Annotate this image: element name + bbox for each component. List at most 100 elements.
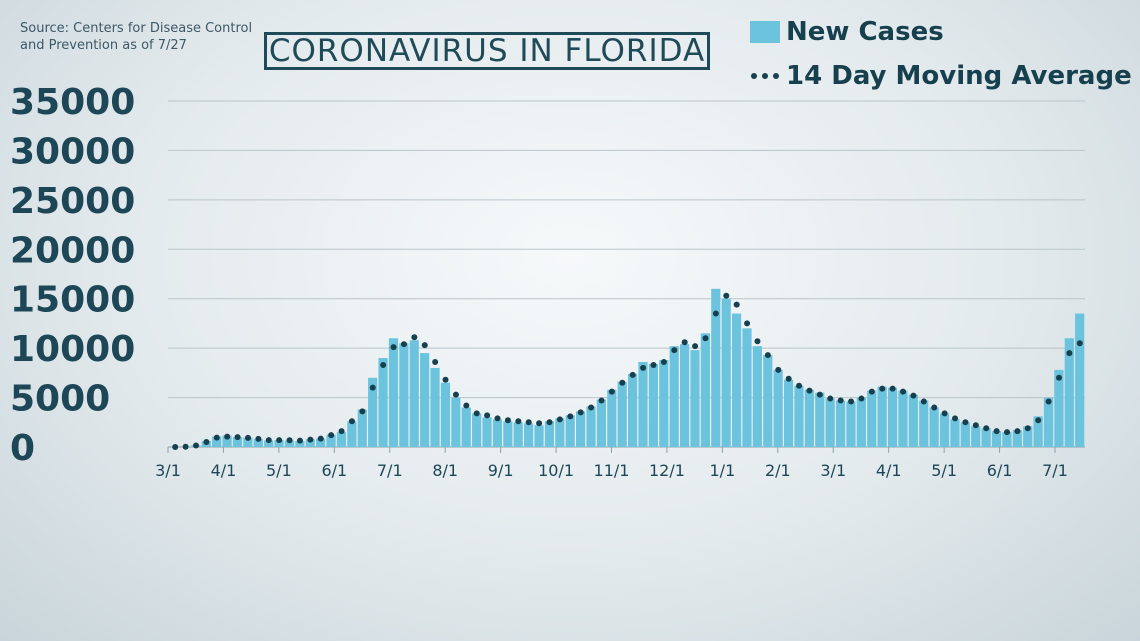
dot-moving-average [598,397,605,404]
bar-new-cases [357,409,367,447]
dot-moving-average [348,418,355,425]
y-tick-label: 10000 [10,329,135,370]
bar-new-cases [607,389,617,447]
bar-new-cases [264,440,274,447]
dot-moving-average [296,437,303,444]
bar-new-cases [648,363,658,447]
legend-label-moving-average: 14 Day Moving Average [786,61,1132,91]
bar-new-cases [336,432,347,447]
dot-moving-average [494,415,501,422]
y-tick-label: 20000 [10,230,135,271]
x-tick-label: 3/1 [155,461,181,480]
bar-new-cases [472,413,482,447]
dot-moving-average [754,338,761,345]
bar-new-cases [731,313,742,447]
legend: New Cases 14 Day Moving Average [750,14,1132,94]
dot-moving-average [192,442,199,449]
dot-moving-average [619,379,626,386]
dot-moving-average [536,420,543,427]
dot-moving-average [952,415,959,422]
dot-moving-average [879,385,886,392]
dot-moving-average [369,384,376,391]
x-axis-ticks: 3/1 4/1 5/1 6/1 7/1 8/1 9/1 10/1 11/1 12/1 1/1 2/1 3… [155,447,1068,480]
bar-new-cases [773,369,783,447]
dot-moving-average [650,361,657,368]
dot-moving-average [546,419,553,426]
dot-moving-average [910,392,917,399]
legend-dots-swatch [750,65,780,87]
bar-new-cases [617,381,627,447]
dot-moving-average [203,439,210,446]
bar-new-cases [513,422,523,447]
bar-new-cases [742,328,752,447]
bar-new-cases [991,431,1002,447]
dot-moving-average [931,404,938,411]
bar-new-cases [305,439,315,447]
source-note: Source: Centers for Disease Control and … [20,21,253,53]
dot-moving-average [816,391,823,398]
bar-new-cases [461,407,471,447]
bar-new-cases [274,440,284,447]
bar-new-cases [898,390,908,447]
bar-new-cases [222,435,232,447]
bar-new-cases [960,422,970,447]
dot-moving-average [213,434,220,441]
bar-new-cases [971,426,981,447]
dot-moving-average [224,433,231,440]
y-tick-label: 30000 [10,131,135,172]
y-tick-label: 5000 [10,379,110,420]
dot-moving-average [764,352,771,359]
bar-new-cases [815,392,825,447]
x-tick-label: 5/1 [266,461,292,480]
bar-new-cases [316,438,326,447]
y-axis-ticks: 35000 30000 25000 20000 15000 10000 5000 0 [10,82,135,469]
dot-moving-average [380,361,387,368]
bar-new-cases [576,411,586,447]
dot-moving-average [234,434,241,441]
dot-moving-average [712,310,719,317]
dot-moving-average [1035,417,1042,424]
bar-new-cases [794,385,804,447]
x-tick-label: 6/1 [321,461,347,480]
dot-moving-average [920,398,927,405]
dot-moving-average [276,437,283,444]
dot-moving-average [411,334,418,341]
bar-new-cases [846,401,856,447]
legend-label-new-cases: New Cases [786,17,944,47]
bar-new-cases [544,421,555,447]
dot-moving-average [421,342,428,349]
dot-moving-average [629,371,636,378]
dot-moving-average [723,292,730,299]
bar-new-cases [1012,430,1022,447]
bar-new-cases [835,400,846,447]
x-tick-label: 1/1 [710,461,736,480]
bar-new-cases [440,382,451,447]
bar-new-cases [1043,397,1054,447]
bar-new-cases [939,413,950,447]
y-tick-label: 25000 [10,181,135,222]
bar-new-cases [388,338,399,447]
chart-title: CORONAVIRUS IN FLORIDA [264,32,710,70]
bar-new-cases [284,440,295,447]
y-tick-label: 15000 [10,280,135,321]
dot-moving-average [681,339,688,346]
dot-moving-average [432,358,439,365]
bar-new-cases [347,421,357,447]
x-tick-label: 8/1 [432,461,458,480]
bar-new-cases [451,397,461,447]
x-tick-label: 7/1 [1042,461,1068,480]
bar-new-cases [690,350,700,447]
dot-moving-average [400,341,407,348]
dot-moving-average [390,344,397,351]
dot-moving-average [827,395,834,402]
dot-moving-average [255,435,262,442]
x-tick-label: 12/1 [649,461,685,480]
dot-moving-average [1076,340,1083,347]
dot-moving-average [1014,428,1021,435]
x-tick-label: 11/1 [594,461,630,480]
dot-moving-average [515,418,522,425]
dot-moving-average [338,428,345,435]
dot-moving-average [796,382,803,389]
bar-new-cases [638,361,648,447]
bar-new-cases [929,407,939,447]
